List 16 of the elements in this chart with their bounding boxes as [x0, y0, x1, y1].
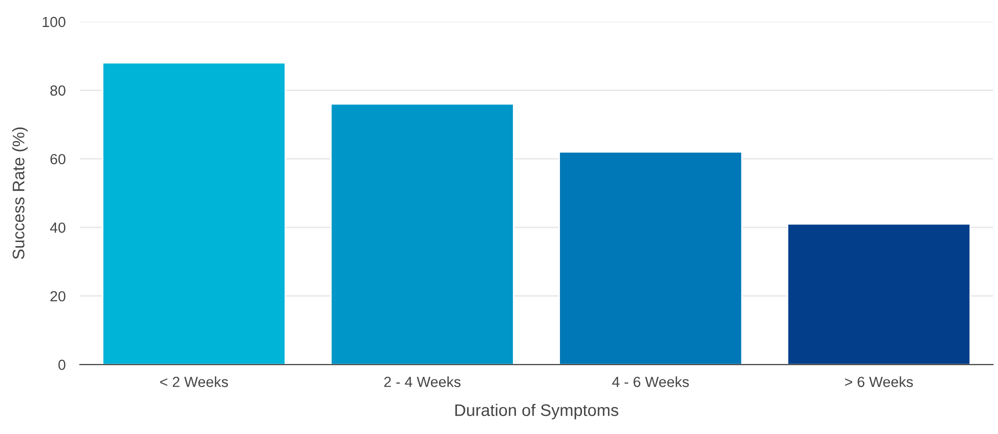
y-tick-label: 0: [58, 360, 66, 370]
y-tick-label: 40: [50, 222, 66, 233]
x-axis-title: Duration of Symptoms: [455, 404, 618, 420]
x-tick-label: > 6 Weeks: [845, 376, 913, 388]
bar: [558, 151, 743, 365]
y-axis-title: Success Rate (%): [12, 127, 28, 260]
y-tick-label: 60: [50, 154, 66, 164]
x-tick-label: < 2 Weeks: [160, 376, 228, 388]
x-tick-label: 4 - 6 Weeks: [612, 376, 689, 388]
x-tick-label: 2 - 4 Weeks: [384, 376, 461, 388]
y-tick-label: 80: [50, 85, 66, 96]
bar: [786, 223, 971, 365]
y-tick-label: 20: [50, 291, 66, 302]
bar: [330, 103, 514, 365]
y-tick-label: 100: [42, 16, 66, 28]
bar: [102, 62, 286, 365]
